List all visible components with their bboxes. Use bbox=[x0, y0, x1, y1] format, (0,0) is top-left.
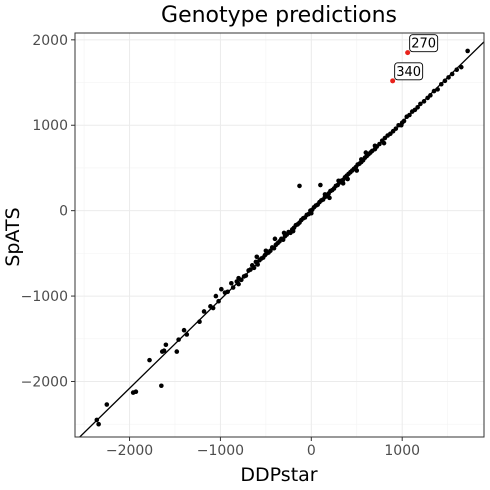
data-point bbox=[435, 87, 440, 92]
data-point bbox=[393, 126, 399, 131]
data-point bbox=[174, 349, 180, 354]
data-point bbox=[345, 176, 350, 182]
highlighted-point bbox=[405, 50, 411, 56]
y-tick-label: −1000 bbox=[21, 289, 68, 305]
data-point bbox=[340, 181, 346, 186]
data-point bbox=[415, 105, 420, 110]
data-point bbox=[327, 195, 332, 201]
data-point bbox=[210, 305, 216, 311]
x-tick-label: −2000 bbox=[106, 443, 153, 459]
data-point bbox=[243, 273, 249, 278]
data-point bbox=[458, 64, 464, 70]
annotation-label: 270 bbox=[411, 37, 436, 52]
x-axis-title: DDPstar bbox=[240, 464, 317, 486]
data-point bbox=[236, 281, 241, 287]
data-point bbox=[336, 178, 341, 184]
data-point bbox=[399, 120, 405, 125]
y-tick-label: −2000 bbox=[21, 374, 68, 390]
data-point bbox=[229, 280, 234, 286]
data-point bbox=[309, 210, 314, 216]
data-point bbox=[159, 383, 164, 389]
data-point bbox=[268, 248, 273, 254]
y-axis-title: SpATS bbox=[2, 207, 24, 266]
data-point bbox=[381, 140, 387, 146]
y-tick-label: 2000 bbox=[32, 33, 68, 49]
data-point bbox=[213, 293, 219, 299]
data-point bbox=[248, 267, 253, 272]
data-point bbox=[431, 88, 437, 94]
y-tick-label: 1000 bbox=[32, 118, 68, 134]
data-point bbox=[421, 99, 427, 104]
data-point bbox=[271, 245, 277, 251]
data-point bbox=[297, 183, 302, 189]
data-point bbox=[251, 265, 257, 271]
data-point bbox=[281, 230, 287, 236]
data-point bbox=[359, 157, 364, 162]
data-point bbox=[290, 228, 296, 234]
data-point bbox=[438, 81, 444, 87]
data-point bbox=[163, 342, 169, 348]
data-point bbox=[176, 337, 181, 342]
clipped-marks bbox=[78, 41, 484, 437]
data-point bbox=[428, 93, 433, 98]
data-point bbox=[254, 254, 260, 260]
panel-border bbox=[74, 32, 485, 438]
x-tick-label: 1000 bbox=[384, 443, 420, 459]
data-point bbox=[216, 298, 221, 304]
annotation-box bbox=[409, 34, 439, 53]
data-point bbox=[104, 402, 110, 407]
data-point bbox=[96, 421, 101, 427]
data-point bbox=[465, 48, 470, 54]
data-point bbox=[94, 417, 100, 423]
data-point bbox=[449, 71, 455, 77]
highlighted-point bbox=[390, 78, 396, 84]
annotation-label: 340 bbox=[396, 65, 421, 80]
x-tick-label: 0 bbox=[307, 443, 316, 459]
axes: −2000 −1000 0 1000 −2000 −1000 0 1000 2000 bbox=[21, 33, 420, 459]
data-point bbox=[280, 237, 286, 242]
data-point bbox=[230, 285, 236, 290]
data-point bbox=[442, 78, 448, 84]
data-point bbox=[418, 101, 423, 107]
plot-panel: 270 340 bbox=[74, 32, 485, 438]
data-point bbox=[197, 319, 202, 324]
data-point bbox=[201, 309, 207, 314]
x-tick-label: −1000 bbox=[197, 443, 244, 459]
data-point bbox=[219, 286, 224, 292]
data-point bbox=[407, 112, 412, 118]
data-point bbox=[322, 192, 328, 197]
data-point bbox=[354, 168, 360, 173]
data-point bbox=[184, 332, 190, 337]
chart-title: Genotype predictions bbox=[161, 3, 397, 28]
panel-background bbox=[75, 33, 484, 437]
data-point bbox=[318, 182, 323, 188]
data-point bbox=[133, 389, 139, 395]
data-point bbox=[446, 75, 451, 80]
data-point bbox=[272, 236, 278, 242]
data-point bbox=[363, 150, 369, 155]
data-point bbox=[377, 141, 382, 147]
data-point bbox=[239, 277, 244, 283]
data-point bbox=[255, 262, 260, 267]
annotation-box bbox=[394, 62, 424, 81]
data-point bbox=[161, 348, 167, 354]
y-tick-label: 0 bbox=[59, 204, 68, 220]
data-point bbox=[147, 357, 152, 363]
data-point bbox=[225, 289, 230, 295]
data-point bbox=[181, 327, 187, 333]
data-point bbox=[372, 143, 378, 149]
data-point bbox=[263, 248, 269, 254]
data-point bbox=[454, 67, 460, 73]
